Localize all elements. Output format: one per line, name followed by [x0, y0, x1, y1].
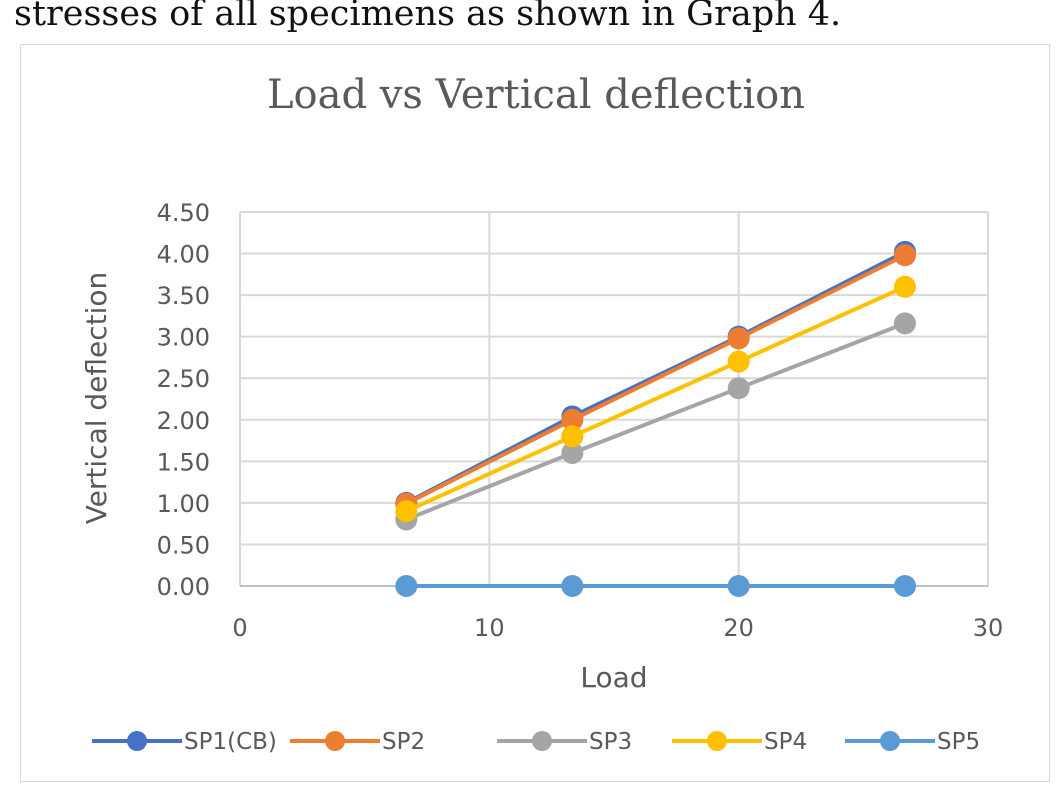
- y-axis-title: Vertical deflection: [80, 272, 113, 525]
- legend-item: SP2: [290, 729, 425, 755]
- legend-marker: [325, 731, 345, 751]
- legend-marker: [880, 731, 900, 751]
- legend-marker: [707, 731, 727, 751]
- data-point: [561, 408, 584, 431]
- data-point: [395, 500, 418, 523]
- data-point: [893, 575, 916, 597]
- x-tick-label: 30: [973, 614, 1004, 642]
- data-point: [561, 425, 584, 448]
- data-point: [727, 575, 750, 597]
- y-tick-label: 1.00: [157, 490, 210, 518]
- x-tick-label: 0: [232, 614, 247, 642]
- legend-label: SP2: [382, 729, 425, 755]
- data-point: [727, 350, 750, 373]
- data-point: [893, 244, 916, 267]
- legend: SP1(CB) SP2 SP3 SP4 SP5: [92, 729, 980, 755]
- data-point: [727, 327, 750, 350]
- legend-label: SP1(CB): [184, 729, 277, 755]
- x-axis-title: Load: [580, 661, 647, 694]
- series-2: [395, 312, 916, 531]
- series-line: [405, 321, 906, 522]
- y-tick-label: 2.50: [157, 365, 210, 393]
- y-tick-label: 0.00: [157, 573, 210, 601]
- legend-item: SP4: [672, 729, 807, 755]
- data-point: [395, 575, 418, 597]
- series-line: [405, 284, 906, 514]
- legend-item: SP3: [497, 729, 632, 755]
- y-tick-label: 2.00: [157, 407, 210, 435]
- y-tick-label: 3.00: [157, 324, 210, 352]
- legend-marker: [127, 731, 147, 751]
- data-point: [727, 377, 750, 400]
- legend-label: SP3: [589, 729, 632, 755]
- legend-item: SP1(CB): [92, 729, 277, 755]
- y-tick-labels: 0.00 0.50 1.00 1.50 2.00 2.50 3.00 3.50 4.00 4.50: [157, 199, 210, 601]
- legend-label: SP4: [764, 729, 807, 755]
- x-tick-label: 10: [474, 614, 505, 642]
- legend-marker: [532, 731, 552, 751]
- x-tick-labels: 0 10 20 30: [232, 614, 1003, 642]
- document-caption: stresses of all specimens as shown in Gr…: [14, 0, 842, 34]
- series-4: [395, 575, 916, 597]
- data-point: [893, 275, 916, 298]
- series-line: [405, 253, 906, 506]
- data-point: [561, 442, 584, 465]
- y-tick-label: 4.50: [157, 199, 210, 227]
- x-tick-label: 20: [723, 614, 754, 642]
- series-layer: [395, 240, 916, 597]
- legend-label: SP5: [937, 729, 980, 755]
- chart-title: Load vs Vertical deflection: [267, 72, 805, 118]
- y-tick-label: 0.50: [157, 531, 210, 559]
- y-tick-label: 1.50: [157, 448, 210, 476]
- data-point: [893, 312, 916, 335]
- series-3: [395, 275, 916, 523]
- data-point: [561, 575, 584, 597]
- chart-frame: [20, 44, 1050, 782]
- legend-item: SP5: [845, 729, 980, 755]
- y-tick-label: 3.50: [157, 282, 210, 310]
- y-tick-label: 4.00: [157, 241, 210, 269]
